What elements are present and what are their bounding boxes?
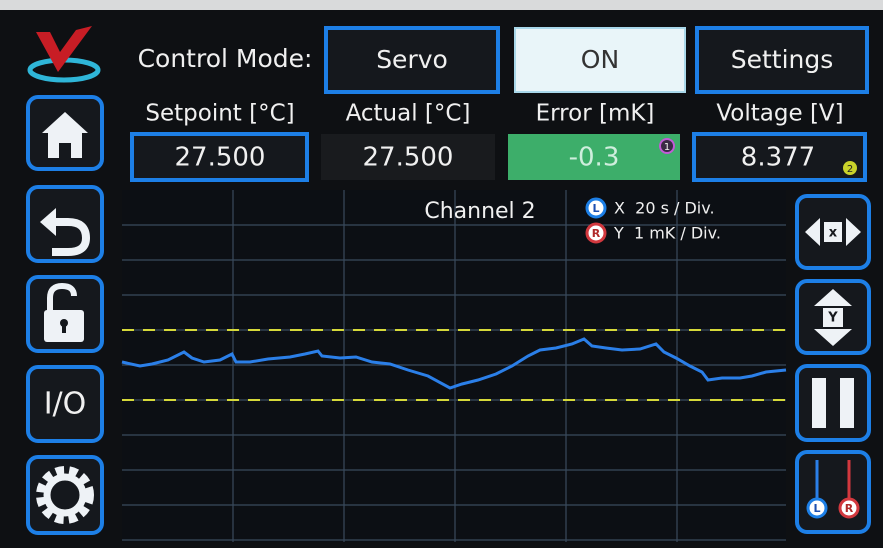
device-screen: I/O Control Mode: Servo ON Settings Setp… (0, 0, 883, 548)
error-label: Error [mK] (536, 101, 655, 127)
lock-button[interactable] (28, 277, 102, 351)
actual-label: Actual [°C] (346, 101, 471, 127)
on-button[interactable]: ON (515, 28, 685, 92)
left-marker-label: L (813, 502, 820, 515)
home-button[interactable] (28, 97, 102, 169)
x-scale-label: X 20 s / Div. (614, 199, 715, 218)
servo-button[interactable]: Servo (326, 28, 498, 92)
plot-background (122, 190, 786, 542)
setpoint-field[interactable]: 27.500 (132, 134, 307, 180)
on-label: ON (581, 45, 619, 74)
setpoint-value: 27.500 (175, 143, 266, 173)
x-zoom-label: x (829, 226, 838, 241)
error-value: -0.3 (569, 143, 620, 173)
settings-gear-button[interactable] (28, 457, 102, 533)
marker-button[interactable]: L R (797, 452, 869, 532)
y-zoom-button[interactable]: Y (797, 281, 869, 353)
y-marker-label: R (592, 227, 601, 240)
control-mode-label: Control Mode: (138, 44, 313, 73)
voltage-badge: 2 (847, 164, 853, 175)
voltage-field[interactable]: 8.377 2 (694, 134, 865, 180)
back-button[interactable] (28, 187, 102, 261)
io-label: I/O (44, 387, 87, 422)
y-zoom-label: Y (827, 311, 838, 326)
io-button[interactable]: I/O (28, 367, 102, 441)
pause-button[interactable] (797, 366, 869, 440)
plot-area (122, 190, 786, 542)
x-zoom-button[interactable]: x (797, 196, 869, 268)
y-scale-label: Y 1 mK / Div. (613, 224, 721, 243)
settings-label: Settings (731, 45, 834, 74)
servo-label: Servo (376, 45, 448, 74)
voltage-value: 8.377 (741, 143, 815, 173)
right-marker-label: R (845, 502, 854, 515)
voltage-label: Voltage [V] (716, 101, 843, 127)
error-field: -0.3 1 (508, 134, 680, 180)
x-marker-label: L (592, 202, 599, 215)
bezel (0, 0, 883, 10)
error-badge: 1 (664, 142, 670, 153)
settings-button[interactable]: Settings (697, 28, 867, 92)
channel-title: Channel 2 (424, 199, 535, 224)
setpoint-label: Setpoint [°C] (145, 101, 294, 127)
actual-value: 27.500 (363, 143, 454, 173)
actual-field: 27.500 (321, 134, 495, 180)
